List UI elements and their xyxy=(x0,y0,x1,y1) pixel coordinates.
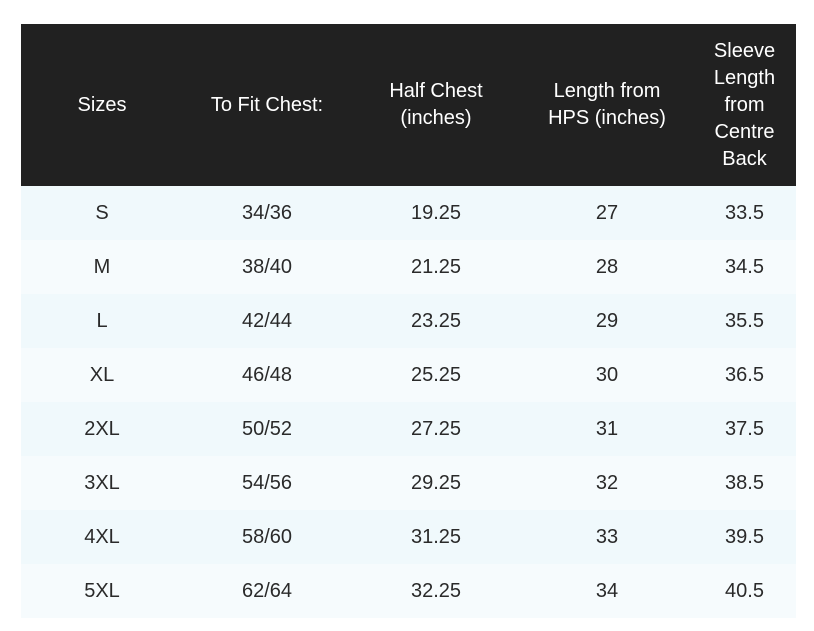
table-row: 3XL 54/56 29.25 32 38.5 xyxy=(21,456,796,510)
table-cell: 34 xyxy=(595,579,619,602)
table-cell: 33 xyxy=(595,525,619,548)
header-text: HPS (inches) xyxy=(548,107,666,129)
header-text: Length from xyxy=(553,80,661,102)
size-table: Sizes To Fit Chest: Half Chest (inches) Leng… xyxy=(21,24,796,618)
table-cell: 23.25 xyxy=(410,309,462,332)
header-text: To Fit Chest: xyxy=(210,93,324,116)
header-cell: Sizes xyxy=(21,24,183,186)
table-row: L 42/44 23.25 29 35.5 xyxy=(21,294,796,348)
table-cell: 34.5 xyxy=(725,255,764,278)
table-cell: 50/52 xyxy=(241,417,293,440)
header-cell: Sleeve Length from Centre Back xyxy=(693,24,796,186)
table-cell: 62/64 xyxy=(241,579,293,602)
table-cell: 38/40 xyxy=(241,255,293,278)
table-cell: 30 xyxy=(595,363,619,386)
table-cell: 27 xyxy=(595,201,619,224)
header-text: from xyxy=(724,93,765,116)
header-cell: Length from HPS (inches) xyxy=(521,24,693,186)
table-row: 5XL 62/64 32.25 34 40.5 xyxy=(21,564,796,618)
table-cell: 58/60 xyxy=(241,525,293,548)
table-cell: 42/44 xyxy=(241,309,293,332)
header-cell: To Fit Chest: xyxy=(183,24,351,186)
table-cell: 21.25 xyxy=(410,255,462,278)
table-row: S 34/36 19.25 27 33.5 xyxy=(21,186,796,240)
table-cell: 25.25 xyxy=(410,363,462,386)
header-text: Back xyxy=(722,147,767,170)
table-cell: 2XL xyxy=(84,417,120,440)
table-cell: 32 xyxy=(595,471,619,494)
table-cell: 29 xyxy=(595,309,619,332)
table-cell: 33.5 xyxy=(725,201,764,224)
table-cell: 29.25 xyxy=(410,471,462,494)
header-text: Half Chest xyxy=(389,80,483,102)
header-text: (inches) xyxy=(400,107,472,129)
table-cell: 40.5 xyxy=(725,579,764,602)
table-cell: 32.25 xyxy=(410,579,462,602)
table-cell: 36.5 xyxy=(725,363,764,386)
table-cell: 3XL xyxy=(84,471,120,494)
header-cell: Half Chest (inches) xyxy=(351,24,521,186)
table-cell: 54/56 xyxy=(241,471,293,494)
header-text: Length xyxy=(713,66,776,89)
table-row: M 38/40 21.25 28 34.5 xyxy=(21,240,796,294)
table-cell: 46/48 xyxy=(241,363,293,386)
table-row: 4XL 58/60 31.25 33 39.5 xyxy=(21,510,796,564)
table-cell: 39.5 xyxy=(725,525,764,548)
table-cell: 35.5 xyxy=(725,309,764,332)
table-cell: 5XL xyxy=(84,579,120,602)
table-cell: 27.25 xyxy=(410,417,462,440)
table-cell: 4XL xyxy=(84,525,120,548)
table-cell: S xyxy=(95,201,109,224)
table-cell: M xyxy=(93,255,111,278)
header-text: Centre xyxy=(714,120,775,143)
table-cell: 19.25 xyxy=(410,201,462,224)
table-row: 2XL 50/52 27.25 31 37.5 xyxy=(21,402,796,456)
table-cell: 31.25 xyxy=(410,525,462,548)
table-cell: 37.5 xyxy=(725,417,764,440)
table-cell: 28 xyxy=(595,255,619,278)
table-cell: 31 xyxy=(595,417,619,440)
header-text: Sizes xyxy=(77,93,127,116)
table-cell: L xyxy=(96,309,108,332)
header-row: Sizes To Fit Chest: Half Chest (inches) Leng… xyxy=(21,24,796,186)
table-cell: 38.5 xyxy=(725,471,764,494)
header-text: Sleeve xyxy=(713,39,776,62)
table-cell: XL xyxy=(89,363,115,386)
table-cell: 34/36 xyxy=(241,201,293,224)
table-row: XL 46/48 25.25 30 36.5 xyxy=(21,348,796,402)
